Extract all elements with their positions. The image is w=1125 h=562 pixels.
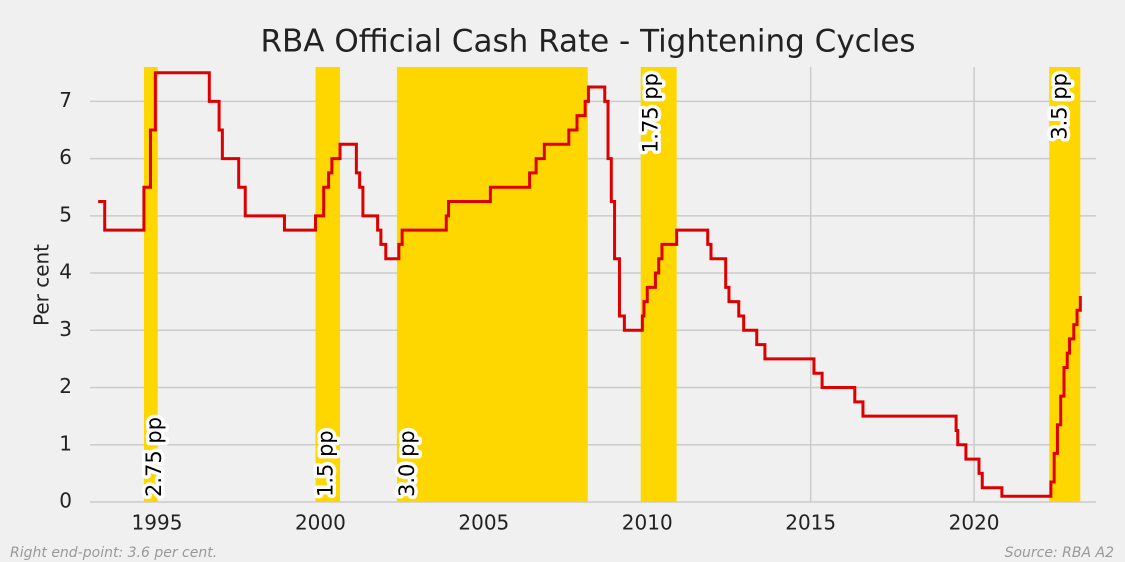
- cycle-label: 2.75 pp: [142, 417, 166, 497]
- tightening-span: [315, 67, 341, 502]
- tightening-span: [396, 67, 588, 502]
- y-tick-label: 3: [59, 317, 72, 341]
- y-tick-label: 4: [59, 260, 72, 284]
- y-tick-label: 7: [59, 88, 72, 112]
- y-tick-label: 5: [59, 202, 72, 226]
- y-tick-label: 2: [59, 374, 72, 398]
- y-tick-label: 6: [59, 145, 72, 169]
- cycle-label: 3.5 pp: [1047, 73, 1071, 140]
- cycle-label: 1.5 pp: [314, 430, 338, 497]
- x-tick-label: 1995: [132, 511, 183, 535]
- x-tick-label: 2015: [785, 511, 836, 535]
- x-tick-label: 2000: [295, 511, 346, 535]
- footnote: Right end-point: 3.6 per cent.: [10, 545, 217, 561]
- rate-line: [98, 71, 1082, 498]
- y-axis-label: Per cent: [30, 244, 54, 326]
- y-tick-label: 0: [59, 489, 72, 513]
- x-tick-label: 2005: [458, 511, 509, 535]
- tightening-span: [143, 67, 158, 502]
- x-tick-label: 2010: [622, 511, 673, 535]
- tightening-span: [640, 67, 677, 502]
- tightening-span: [1049, 67, 1081, 502]
- x-tick-label: 2020: [949, 511, 1000, 535]
- source: Source: RBA A2: [1005, 545, 1114, 561]
- chart-title: RBA Official Cash Rate - Tightening Cycl…: [260, 24, 915, 60]
- cycle-label: 1.75 pp: [639, 73, 663, 153]
- y-tick-label: 1: [59, 431, 72, 455]
- cycle-label: 3.0 pp: [395, 430, 419, 497]
